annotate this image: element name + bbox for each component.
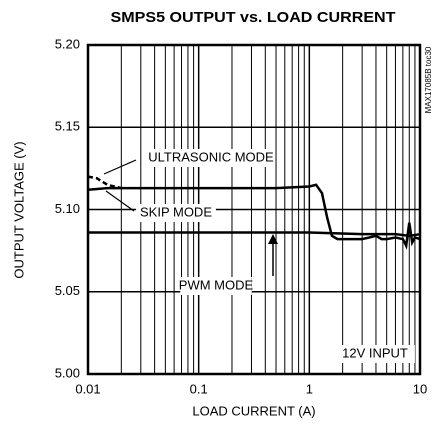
x-tick-label: 1 — [306, 381, 313, 396]
annotation: ULTRASONIC MODE — [148, 149, 274, 164]
label-background — [146, 149, 276, 167]
label-background — [335, 345, 415, 363]
x-tick-label: 0.01 — [75, 381, 100, 396]
plot-frame — [86, 43, 422, 376]
y-axis-label: OUTPUT VOLTAGE (V) — [11, 141, 26, 278]
y-tick-label: 5.15 — [55, 119, 80, 134]
annotation: 12V INPUT — [342, 345, 408, 360]
series-line — [87, 183, 421, 250]
arrowhead — [268, 234, 278, 244]
x-tick-label: 10 — [413, 381, 427, 396]
annotation: SKIP MODE — [140, 204, 212, 219]
leader — [105, 190, 135, 212]
chart-title: SMPS5 OUTPUT vs. LOAD CURRENT — [111, 9, 396, 26]
x-axis-label: LOAD CURRENT (A) — [192, 403, 315, 418]
y-tick-label: 5.20 — [55, 36, 80, 51]
series-line — [88, 231, 421, 238]
figure-code: MAX17085B toc30 — [424, 46, 433, 113]
label-background — [136, 204, 216, 222]
annotation: PWM MODE — [179, 277, 254, 292]
series-line — [87, 175, 122, 190]
leader — [103, 159, 137, 175]
y-tick-label: 5.10 — [55, 201, 80, 216]
label-background — [180, 277, 252, 295]
x-tick-label: 0.1 — [190, 381, 208, 396]
y-tick-label: 5.00 — [55, 365, 80, 380]
y-tick-label: 5.05 — [55, 283, 80, 298]
